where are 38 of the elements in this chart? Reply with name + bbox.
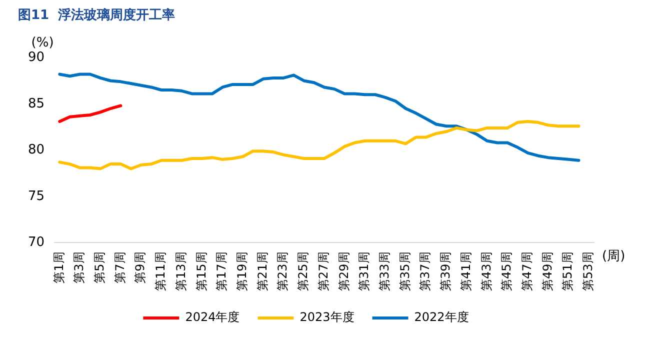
x-tick-label: 第1周 <box>52 252 66 284</box>
x-tick-label: 第31周 <box>357 252 372 292</box>
x-tick-label: 第21周 <box>255 252 270 292</box>
legend-label: 2022年度 <box>414 310 469 324</box>
y-tick-label: 85 <box>28 96 45 112</box>
legend-label: 2023年度 <box>300 310 354 324</box>
y-tick-label: 70 <box>28 235 45 250</box>
x-tick-label: 第23周 <box>276 252 290 292</box>
x-tick-label: 第27周 <box>316 252 330 292</box>
x-tick-label: 第25周 <box>296 252 310 292</box>
x-tick-label: 第53周 <box>581 252 596 292</box>
x-tick-label: 第5周 <box>92 252 106 284</box>
x-tick-label: 第39周 <box>438 252 453 292</box>
x-tick-label: 第49周 <box>540 252 554 292</box>
x-tick-label: 第15周 <box>194 252 208 292</box>
x-tick-label: 第47周 <box>520 252 534 292</box>
y-axis-title: (%) <box>31 35 54 50</box>
x-tick-label: 第45周 <box>500 252 514 292</box>
y-tick-label: 80 <box>28 142 45 158</box>
y-tick-label: 75 <box>28 188 45 204</box>
x-tick-label: 第37周 <box>418 252 432 292</box>
x-tick-label: 第29周 <box>336 252 351 292</box>
x-tick-label: 第11周 <box>154 252 168 292</box>
x-tick-label: 第9周 <box>133 252 148 284</box>
x-tick-label: 第3周 <box>72 252 86 284</box>
x-tick-label: 第7周 <box>112 252 127 284</box>
x-axis-title: (周) <box>602 249 626 264</box>
chart-title: 图11 浮法玻璃周度开工率 <box>18 7 176 24</box>
x-tick-label: 第13周 <box>174 252 188 292</box>
x-tick-label: 第33周 <box>377 252 392 292</box>
x-tick-label: 第19周 <box>234 252 249 292</box>
x-tick-label: 第51周 <box>560 252 575 292</box>
x-tick-label: 第43周 <box>479 252 494 292</box>
x-tick-label: 第17周 <box>214 252 229 292</box>
y-tick-label: 90 <box>28 50 45 65</box>
x-tick-label: 第35周 <box>398 252 412 292</box>
legend-label: 2024年度 <box>185 310 240 324</box>
x-tick-label: 第41周 <box>458 252 473 292</box>
